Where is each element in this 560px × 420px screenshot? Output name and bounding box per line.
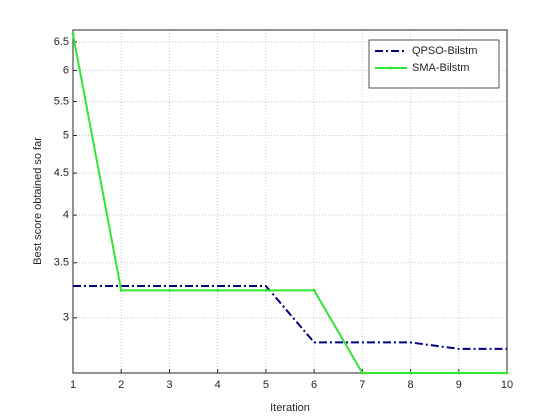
y-tick-label: 6 <box>63 64 69 76</box>
point-marker <box>264 288 268 292</box>
x-tick-label: 2 <box>118 379 124 391</box>
y-tick-label: 5 <box>63 129 69 141</box>
x-tick-label: 1 <box>70 379 76 391</box>
x-tick-label: 5 <box>263 379 269 391</box>
y-tick-label: 5.5 <box>54 95 69 107</box>
legend-marker <box>389 66 393 70</box>
x-tick-label: 9 <box>456 379 462 391</box>
point-marker <box>409 371 413 375</box>
y-axis-label: Best score obtained so far <box>32 137 44 265</box>
legend-label: QPSO-Bilstm <box>412 45 477 57</box>
x-tick-label: 7 <box>359 379 365 391</box>
x-tick-label: 3 <box>166 379 172 391</box>
y-tick-label: 3.5 <box>54 257 69 269</box>
series-line <box>73 284 507 350</box>
y-tick-label: 4 <box>63 209 69 221</box>
x-tick-label: 10 <box>501 379 513 391</box>
x-tick-label: 8 <box>407 379 413 391</box>
point-marker <box>457 371 461 375</box>
point-marker <box>216 288 220 292</box>
point-marker <box>167 288 171 292</box>
plot-frame <box>72 29 508 374</box>
point-marker <box>505 371 509 375</box>
y-tick-label: 3 <box>63 312 69 324</box>
series-line <box>72 34 507 374</box>
point-marker <box>312 288 316 292</box>
x-tick-label: 6 <box>311 379 317 391</box>
x-axis-label: Iteration <box>270 402 310 414</box>
point-marker <box>71 32 75 36</box>
y-tick-label: 6.5 <box>54 36 69 48</box>
point-marker <box>119 288 123 292</box>
x-tick-label: 4 <box>215 379 221 391</box>
y-tick-label: 4.5 <box>54 167 69 179</box>
point-marker <box>360 371 364 375</box>
legend-box <box>368 39 500 89</box>
legend-label: SMA-Bilstm <box>412 62 469 74</box>
